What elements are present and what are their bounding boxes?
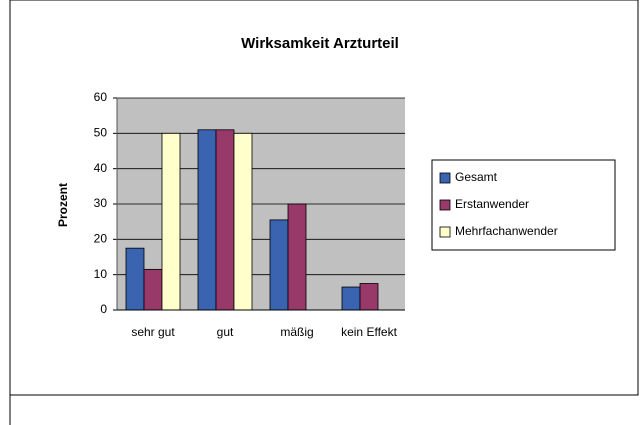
bar [215, 129, 235, 311]
bar [143, 268, 163, 311]
bar [197, 129, 217, 311]
y-tick-label: 60 [94, 90, 108, 104]
bar [233, 132, 253, 311]
bar [269, 219, 289, 311]
legend-swatch [439, 199, 451, 211]
bar [161, 132, 181, 311]
legend-label: Mehrfachanwender [455, 224, 558, 238]
y-tick-label: 30 [94, 196, 108, 210]
x-tick-label: gut [216, 325, 234, 339]
bar [287, 203, 307, 311]
x-tick-label: mäßig [280, 325, 314, 339]
chart-title: Wirksamkeit Arzturteil [241, 35, 399, 52]
y-tick-label: 50 [94, 126, 108, 140]
x-tick-label: sehr gut [131, 325, 175, 339]
legend-swatch [439, 226, 451, 238]
y-tick-label: 20 [94, 232, 108, 246]
legend-swatch [439, 172, 451, 184]
bar [359, 283, 379, 311]
bar [341, 286, 361, 311]
y-tick-label: 0 [100, 302, 107, 316]
x-tick-label: kein Effekt [341, 325, 397, 339]
bar [125, 247, 145, 311]
legend-label: Erstanwender [455, 197, 529, 211]
y-axis-label: Prozent [56, 183, 70, 227]
y-tick-label: 10 [94, 267, 108, 281]
y-tick-label: 40 [94, 161, 108, 175]
legend [431, 159, 616, 251]
legend-label: Gesamt [455, 170, 498, 184]
